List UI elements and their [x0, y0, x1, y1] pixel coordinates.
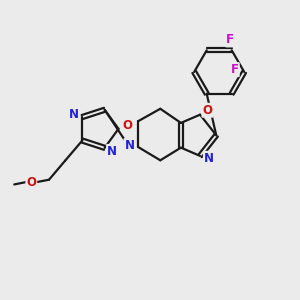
Text: N: N: [107, 145, 117, 158]
Text: O: O: [202, 104, 212, 117]
Text: F: F: [231, 63, 239, 76]
Text: N: N: [204, 152, 214, 165]
Text: N: N: [68, 108, 78, 121]
Text: F: F: [226, 34, 234, 46]
Text: O: O: [26, 176, 36, 189]
Text: O: O: [122, 119, 132, 132]
Text: N: N: [124, 139, 134, 152]
